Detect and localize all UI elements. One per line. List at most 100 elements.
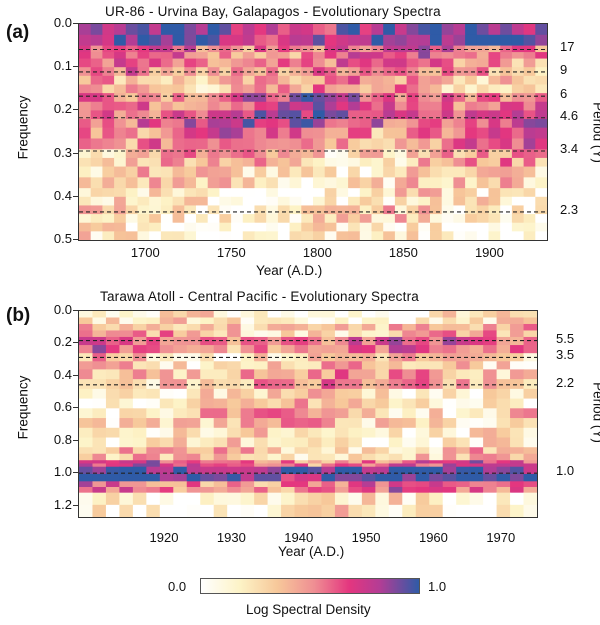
heatmap-cell bbox=[453, 119, 466, 129]
period-tick-label: 3.4 bbox=[560, 141, 579, 156]
heatmap-cell bbox=[267, 437, 282, 448]
heatmap-cell bbox=[184, 67, 197, 77]
heatmap-cell bbox=[137, 127, 150, 140]
heatmap-cell bbox=[149, 93, 162, 103]
period-tick-label: 2.3 bbox=[560, 201, 579, 217]
heatmap-cell bbox=[172, 24, 185, 36]
heatmap-cell bbox=[227, 447, 242, 455]
heatmap-cell bbox=[406, 58, 419, 68]
heatmap-cell bbox=[418, 24, 431, 36]
y-tick-mark bbox=[73, 374, 78, 376]
heatmap-cell bbox=[266, 138, 279, 150]
heatmap-cell bbox=[465, 93, 478, 103]
heatmap-cell bbox=[137, 214, 150, 224]
heatmap-cell bbox=[294, 504, 309, 517]
heatmap-cell bbox=[371, 34, 384, 47]
heatmap-cell bbox=[324, 214, 337, 224]
heatmap-cell bbox=[266, 214, 279, 224]
heatmap-cell bbox=[371, 196, 384, 207]
heatmap-cell bbox=[146, 336, 161, 346]
heatmap-cell bbox=[476, 93, 490, 103]
heatmap-cell bbox=[535, 205, 547, 215]
heatmap-cell bbox=[90, 214, 103, 224]
heatmap-cell bbox=[132, 345, 147, 354]
heatmap-cell bbox=[294, 353, 309, 362]
heatmap-cell bbox=[371, 119, 384, 129]
heatmap-cell bbox=[511, 84, 525, 94]
heatmap-cell bbox=[200, 427, 215, 439]
heatmap-cell bbox=[172, 205, 185, 215]
heatmap-cell bbox=[465, 58, 478, 68]
heatmap-cell bbox=[146, 486, 161, 494]
heatmap-cell bbox=[308, 398, 323, 409]
heatmap-cell bbox=[119, 418, 134, 429]
heatmap-cell bbox=[394, 138, 408, 150]
heatmap-cell bbox=[488, 231, 501, 240]
heatmap-cell bbox=[137, 188, 150, 198]
heatmap-cell bbox=[488, 196, 501, 207]
heatmap-cell bbox=[465, 127, 478, 140]
heatmap-cell bbox=[277, 101, 291, 111]
x-tick-label: 1750 bbox=[216, 245, 246, 260]
heatmap-cell bbox=[394, 149, 408, 159]
heatmap-cell bbox=[146, 379, 161, 390]
heatmap-cell bbox=[375, 486, 390, 494]
heatmap-cell bbox=[496, 345, 511, 354]
heatmap-cell bbox=[483, 361, 498, 370]
heatmap-cell bbox=[469, 336, 484, 346]
heatmap-cell bbox=[227, 388, 242, 400]
heatmap-cell bbox=[324, 45, 337, 53]
heatmap-cell bbox=[184, 110, 197, 120]
heatmap-cell bbox=[510, 474, 525, 482]
heatmap-cell bbox=[219, 231, 232, 240]
heatmap-cell bbox=[254, 196, 267, 207]
heatmap-cell bbox=[483, 463, 498, 468]
heatmap-cell bbox=[207, 231, 220, 240]
heatmap-cell bbox=[415, 361, 430, 370]
heatmap-cell bbox=[196, 52, 209, 60]
heatmap-cell bbox=[219, 196, 232, 207]
heatmap-cell bbox=[132, 398, 147, 409]
heatmap-cell bbox=[535, 75, 547, 86]
heatmap-cell bbox=[79, 317, 94, 325]
heatmap-cell bbox=[213, 336, 228, 346]
heatmap-cell bbox=[483, 427, 498, 439]
panel-b-heatmap bbox=[79, 311, 537, 517]
heatmap-cell bbox=[79, 311, 94, 319]
heatmap-cell bbox=[510, 361, 525, 370]
heatmap-cell bbox=[442, 437, 457, 448]
heatmap-cell bbox=[465, 214, 478, 224]
heatmap-cell bbox=[442, 311, 457, 319]
heatmap-cell bbox=[219, 45, 232, 53]
heatmap-cell bbox=[186, 323, 201, 332]
heatmap-cell bbox=[173, 361, 188, 370]
heatmap-cell bbox=[535, 110, 547, 120]
heatmap-cell bbox=[289, 101, 302, 111]
heatmap-cell bbox=[430, 231, 443, 240]
heatmap-cell bbox=[453, 196, 466, 207]
heatmap-cell bbox=[359, 166, 373, 178]
heatmap-cell bbox=[132, 486, 147, 494]
heatmap-cell bbox=[173, 474, 188, 482]
heatmap-cell bbox=[456, 437, 471, 448]
heatmap-cell bbox=[430, 214, 443, 224]
heatmap-cell bbox=[394, 196, 408, 207]
heatmap-cell bbox=[488, 34, 501, 47]
heatmap-cell bbox=[348, 205, 361, 215]
heatmap-cell bbox=[289, 110, 302, 120]
heatmap-cell bbox=[281, 323, 296, 332]
heatmap-cell bbox=[79, 138, 92, 150]
heatmap-cell bbox=[359, 214, 373, 224]
heatmap-cell bbox=[114, 149, 127, 159]
heatmap-cell bbox=[294, 369, 309, 380]
heatmap-cell bbox=[266, 101, 279, 111]
heatmap-cell bbox=[348, 119, 361, 129]
heatmap-cell bbox=[308, 353, 323, 362]
heatmap-cell bbox=[348, 408, 363, 419]
heatmap-cell bbox=[442, 369, 457, 380]
heatmap-cell bbox=[294, 466, 309, 475]
heatmap-cell bbox=[402, 486, 417, 494]
heatmap-cell bbox=[266, 119, 279, 129]
heatmap-cell bbox=[207, 188, 220, 198]
heatmap-cell bbox=[277, 222, 291, 232]
